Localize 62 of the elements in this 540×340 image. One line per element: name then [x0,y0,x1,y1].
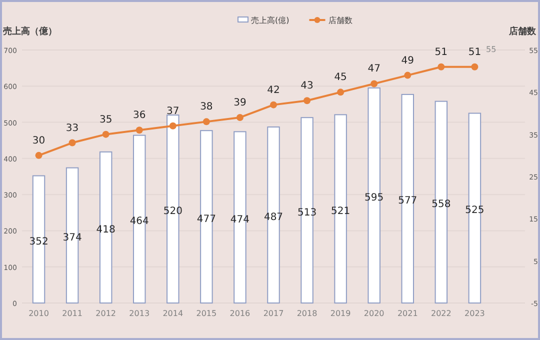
x-tick-label: 2021 [397,309,418,318]
data-label: 520 [163,206,182,218]
point [236,114,244,121]
point [136,126,143,134]
x-tick-label: 2023 [464,309,485,318]
data-label: 36 [133,110,146,122]
bar [32,175,46,304]
x-tick-label: 2020 [364,309,384,318]
data-label: 487 [264,212,284,223]
x-tick-label: 2010 [28,309,49,318]
x-tick-label: 2011 [62,309,82,318]
x-tick-label: 2017 [263,309,284,318]
data-label: 577 [398,196,418,207]
point [102,130,110,138]
point [35,152,42,159]
x-tick-label: 2012 [96,309,116,318]
x-tick-label: 2014 [162,309,184,318]
data-label: 33 [66,122,79,134]
x-tick-label: 2018 [296,309,318,318]
data-label: 474 [230,214,250,226]
data-label: 39 [234,97,246,108]
annotation: 55 [486,45,496,54]
x-tick-label: 2015 [196,309,217,318]
point [68,139,76,146]
data-label: 42 [267,84,280,96]
point [337,88,344,96]
x-tick-label: 2019 [330,309,351,318]
legend-label: 売上高(億) [251,16,290,25]
data-label: 477 [196,214,216,225]
data-label: 49 [401,55,414,66]
legend-label: 店舗数 [328,16,352,25]
data-label: 37 [166,106,180,117]
data-label: 51 [434,46,448,58]
point [370,80,378,88]
x-tick-label: 2013 [129,309,150,318]
data-label: 513 [297,207,317,218]
x-tick-label: 2022 [430,309,452,318]
data-label: 521 [331,206,350,217]
point [169,122,176,130]
data-label: 38 [200,102,213,113]
point [304,97,311,104]
data-label: 47 [368,64,380,75]
data-label: 35 [99,114,112,126]
data-label: 418 [96,224,116,236]
data-label: 525 [465,205,484,216]
data-label: 595 [364,192,384,204]
point [404,72,412,79]
data-label: 45 [334,72,347,84]
data-label: 51 [468,46,482,58]
y-axis-title: 売上高（億） [3,26,57,37]
data-label: 43 [300,80,314,92]
point [270,101,277,108]
point [438,63,445,70]
data-label: 558 [432,199,451,210]
point [471,63,478,70]
data-label: 352 [29,236,48,248]
point [202,118,210,126]
y2-axis-title: 店舗数 [508,26,537,37]
data-label: 464 [130,216,149,228]
data-label: 374 [62,232,82,244]
x-tick-label: 2016 [230,309,250,318]
data-label: 30 [32,135,46,146]
